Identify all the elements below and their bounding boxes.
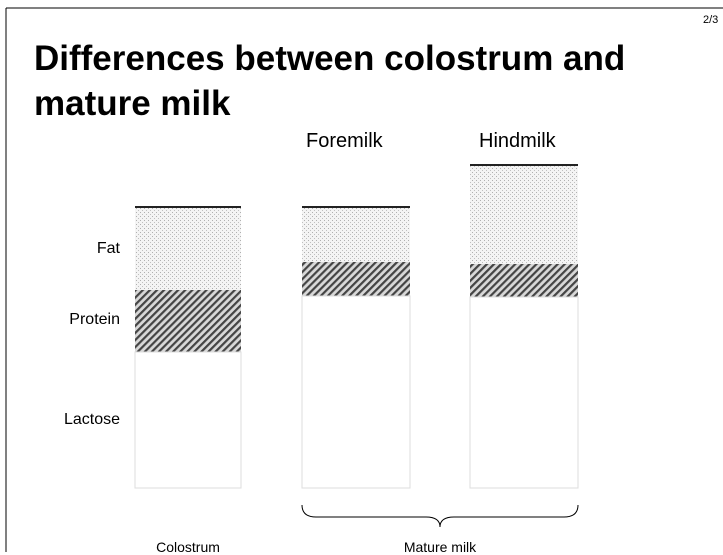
lactose-segment — [301, 295, 411, 489]
lactose-segment — [469, 296, 579, 489]
fat-segment — [135, 207, 241, 290]
foremilk-bar — [301, 206, 411, 489]
group-label: Mature milk — [403, 539, 477, 555]
lactose-segment — [134, 351, 242, 489]
protein-segment — [302, 262, 410, 296]
column-label: Foremilk — [306, 130, 383, 152]
brace — [301, 504, 579, 528]
hindmilk-bar — [469, 164, 579, 489]
segment-label: Lactose — [63, 411, 120, 428]
group-label: Colostrum — [156, 539, 220, 555]
page-number: 2/3 — [703, 14, 719, 26]
protein-segment — [135, 290, 241, 352]
column-label: Hindmilk — [479, 130, 556, 152]
protein-segment — [470, 264, 578, 297]
slide-title: Differences between colostrum and mature… — [34, 39, 626, 123]
segment-label: Fat — [96, 240, 120, 257]
segment-label: Protein — [69, 311, 120, 328]
fat-segment — [470, 165, 578, 264]
colostrum-bar — [134, 206, 242, 489]
fat-segment — [302, 207, 410, 262]
